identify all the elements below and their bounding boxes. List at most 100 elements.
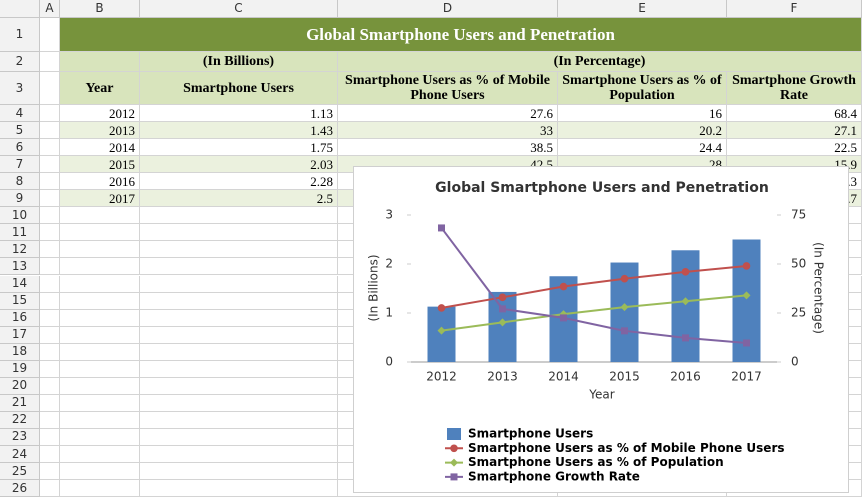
grid-cell (40, 343, 60, 361)
grid-cell (140, 241, 338, 259)
sheet-title: Global Smartphone Users and Penetration (60, 18, 862, 52)
group-header: (In Billions) (140, 52, 338, 72)
grid-cell (40, 52, 60, 72)
line-marker (682, 334, 689, 342)
data-cell: 33 (338, 122, 558, 140)
grid-cell (40, 173, 60, 191)
data-cell: 2013 (60, 122, 140, 140)
data-cell: 27.1 (727, 122, 862, 140)
data-cell: 1.75 (140, 139, 338, 157)
column-header: F (727, 0, 862, 18)
grid-cell (40, 377, 60, 395)
column-title: Smartphone Users as % of Mobile Phone Us… (338, 72, 558, 105)
legend-label: Smartphone Users as % of Mobile Phone Us… (468, 441, 785, 455)
grid-cell (60, 480, 140, 497)
grid-cell (140, 377, 338, 395)
line (440, 227, 747, 344)
grid-cell (40, 18, 60, 52)
grid-cell (40, 463, 60, 481)
row-header: 2 (0, 52, 40, 72)
line-marker (498, 318, 507, 327)
grid-cell (40, 139, 60, 157)
y-axis-title: (In Billions) (367, 254, 381, 321)
grid-cell (40, 428, 60, 446)
row-header: 24 (0, 446, 40, 464)
data-cell: 2016 (60, 173, 140, 191)
row-header: 23 (0, 428, 40, 446)
y2-tick-label: 0 (791, 355, 799, 369)
x-tick-label: 2013 (487, 370, 518, 384)
grid-cell (40, 224, 60, 242)
grid-cell (60, 343, 140, 361)
group-header: (In Percentage) (338, 52, 862, 72)
grid-cell (140, 343, 338, 361)
y-tick-label: 0 (385, 355, 393, 369)
legend-label: Smartphone Growth Rate (468, 469, 640, 483)
grid-cell (40, 309, 60, 327)
data-cell: 38.5 (338, 139, 558, 157)
x-tick-label: 2016 (670, 370, 701, 384)
line (441, 294, 747, 332)
chart-title: Global Smartphone Users and Penetration (435, 180, 769, 196)
grid-cell (40, 156, 60, 174)
grid-cell (40, 258, 60, 276)
row-header: 3 (0, 72, 40, 105)
grid-cell (40, 360, 60, 378)
line-marker (620, 274, 629, 283)
grid-cell (40, 241, 60, 259)
row-header: 10 (0, 207, 40, 225)
data-cell: 27.6 (338, 105, 558, 123)
row-header: 22 (0, 411, 40, 429)
data-cell: 2015 (60, 156, 140, 174)
legend-label: Smartphone Users (468, 427, 593, 441)
line-marker (681, 297, 690, 306)
column-title: Year (60, 72, 140, 105)
legend-label: Smartphone Users as % of Population (468, 455, 724, 469)
grid-cell (140, 411, 338, 429)
row-header: 1 (0, 18, 40, 52)
data-cell: 2014 (60, 139, 140, 157)
line-marker (560, 314, 567, 322)
data-cell: 2.5 (140, 190, 338, 208)
data-cell: 2017 (60, 190, 140, 208)
data-cell: 2012 (60, 105, 140, 123)
grid-cell (60, 275, 140, 293)
grid-cell (60, 428, 140, 446)
grid-cell (40, 72, 60, 105)
grid-cell (60, 309, 140, 327)
bar (488, 291, 517, 362)
grid-cell (60, 292, 140, 310)
grid-cell (140, 394, 338, 412)
data-cell: 2.28 (140, 173, 338, 191)
line-marker (681, 268, 690, 276)
y-tick-label: 1 (385, 306, 393, 320)
data-cell: 22.5 (727, 139, 862, 157)
row-header: 21 (0, 394, 40, 412)
line-marker (743, 339, 750, 347)
row-header: 6 (0, 139, 40, 157)
row-header: 25 (0, 463, 40, 481)
line-marker (437, 304, 446, 312)
grid-cell (40, 446, 60, 464)
grid-cell (40, 394, 60, 412)
grid-cell (140, 326, 338, 344)
line-marker (499, 305, 506, 313)
grid-cell (60, 446, 140, 464)
column-title: Smartphone Users as % of Population (558, 72, 727, 105)
row-header: 26 (0, 480, 40, 497)
y2-tick-label: 50 (791, 257, 806, 271)
grid-cell (60, 258, 140, 276)
line-marker (437, 326, 446, 335)
legend-swatch (447, 428, 461, 440)
grid-cell (40, 190, 60, 208)
chart: Global Smartphone Users and Penetration … (353, 166, 849, 493)
row-header: 12 (0, 241, 40, 259)
row-header: 15 (0, 292, 40, 310)
grid-cell (140, 463, 338, 481)
corner (0, 0, 40, 18)
grid-cell (60, 207, 140, 225)
grid-cell (140, 292, 338, 310)
row-header: 14 (0, 275, 40, 293)
y-tick-label: 2 (385, 257, 393, 271)
row-header: 5 (0, 122, 40, 140)
